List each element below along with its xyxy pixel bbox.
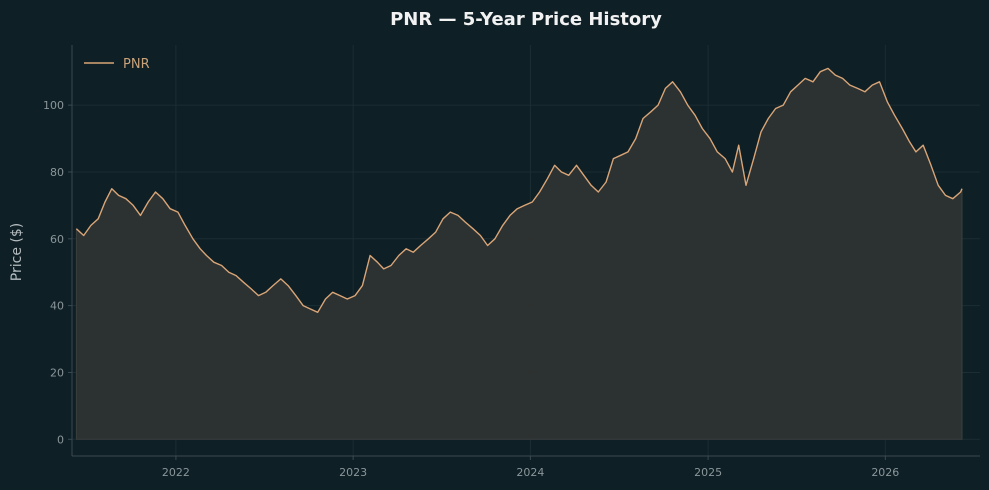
y-axis-label: Price ($) (9, 223, 25, 281)
x-tick-label: 2025 (694, 466, 722, 479)
y-tick-label: 0 (57, 433, 64, 446)
y-tick-label: 60 (50, 233, 64, 246)
legend: PNR (84, 57, 150, 72)
x-tick-label: 2024 (516, 466, 544, 479)
x-tick-label: 2022 (162, 466, 190, 479)
series-line-pnr (75, 67, 963, 313)
y-tick-label: 80 (50, 166, 64, 179)
y-tick-label: 20 (50, 366, 64, 379)
y-tick-label: 40 (50, 300, 64, 313)
x-tick-label: 2026 (871, 466, 899, 479)
legend-label: PNR (123, 57, 150, 72)
chart-title: PNR — 5-Year Price History (390, 9, 662, 30)
y-tick-label: 100 (43, 99, 64, 112)
series-area-fill (75, 67, 963, 440)
axes (71, 45, 980, 457)
x-tick-label: 2023 (339, 466, 367, 479)
plot-area (75, 67, 963, 440)
tick-labels: 0 20 40 60 80 100 2022 2023 2024 2025 2026 (43, 99, 899, 479)
